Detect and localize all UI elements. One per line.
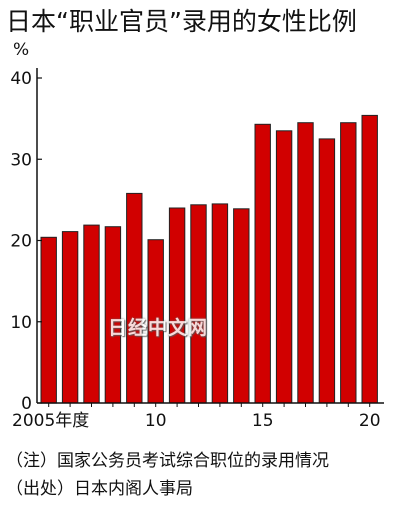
watermark-logo: 日经中文网 [108,317,209,339]
bar-2017 [297,122,314,404]
bar-2019 [340,122,357,404]
bar-2015 [254,123,271,404]
y-unit-label: % [13,40,29,60]
footnote-source: （出处）日本内阁人事局 [6,479,193,499]
footnote-note: （注）国家公务员考试综合职位的录用情况 [6,451,329,471]
y-tick-label: 20 [10,232,32,252]
x-tick-label: 15 [252,411,274,431]
chart-title: 日本“职业官员”录用的女性比例 [6,7,357,36]
bar-2020 [361,114,378,404]
bar-2018 [318,138,336,404]
x-tick-label: 20 [359,411,381,431]
bar-2014 [233,208,250,404]
y-tick-label: 40 [10,69,32,89]
bar-2016 [275,130,293,404]
y-tick-label: 10 [10,313,32,333]
bar-2009 [126,192,143,404]
y-tick-label: 0 [21,394,32,414]
bar-2006 [61,231,79,404]
bar-2012 [190,204,207,404]
bar-2007 [83,224,100,404]
x-tick-label: 10 [145,411,167,431]
bar-2005 [40,236,57,404]
bar-2013 [211,203,229,404]
x-tick-label: 2005年度 [12,411,89,431]
bar-2011 [168,207,186,404]
y-tick-label: 30 [10,150,32,170]
